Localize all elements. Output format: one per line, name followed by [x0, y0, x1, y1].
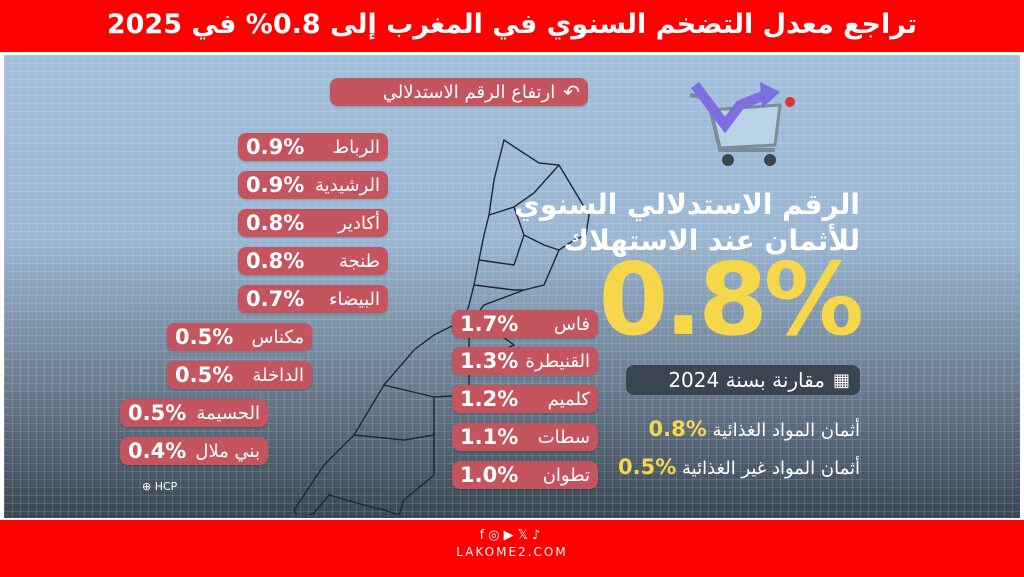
nonfood-prices-row: أثمان المواد غير الغذائية 0.5% — [618, 455, 860, 479]
return-arrow-icon: ↶ — [563, 80, 580, 104]
city-pill: طنجة 0.8% — [238, 247, 388, 275]
city-pill: فاس 1.7% — [452, 310, 598, 338]
city-pill: مكناس 0.5% — [167, 323, 312, 351]
tiktok-icon[interactable]: ♪ — [532, 528, 545, 543]
city-pill: القنيطرة 1.3% — [452, 347, 598, 375]
food-prices-row: أثمان المواد الغذائية 0.8% — [648, 417, 860, 441]
instagram-icon[interactable]: ◎ — [488, 528, 504, 543]
city-pill: الداخلة 0.5% — [167, 361, 312, 389]
shopping-cart-icon — [689, 82, 795, 166]
source-label: ⊕ HCP — [142, 480, 178, 493]
facebook-icon[interactable]: f — [479, 528, 489, 543]
city-pill: تطوان 1.0% — [452, 461, 598, 489]
city-pill: الرباط 0.9% — [238, 133, 388, 161]
page-title: تراجع معدل التضخم السنوي في المغرب إلى 0… — [0, 0, 1024, 52]
infographic-body: ↶ ارتفاع الرقم الاستدلالي الرباط 0.9% الر… — [4, 55, 1020, 518]
city-pill: الحسيمة 0.5% — [120, 399, 268, 427]
headline-inflation-value: 0.8% — [598, 241, 864, 358]
social-icons: f◎▶𝕏♪ — [0, 528, 1024, 543]
rise-label-pill: ↶ ارتفاع الرقم الاستدلالي — [330, 78, 588, 106]
city-pill: كلميم 1.2% — [452, 385, 598, 413]
youtube-icon[interactable]: ▶ — [503, 528, 518, 543]
city-pill: أكادير 0.8% — [238, 209, 388, 237]
city-pill: البيضاء 0.7% — [238, 285, 388, 313]
city-pill: سطات 1.1% — [452, 423, 598, 451]
city-pill: الرشيدية 0.9% — [238, 171, 388, 199]
city-pill: بني ملال 0.4% — [120, 437, 268, 465]
x-icon[interactable]: 𝕏 — [517, 528, 533, 543]
globe-icon: ⊕ — [142, 480, 152, 493]
footer: f◎▶𝕏♪ LAKOME2.COM — [0, 520, 1024, 577]
summary-title: الرقم الاستدلالي السنوي للأثمان عند الاس… — [514, 188, 860, 257]
calendar-icon: ▦ — [832, 369, 850, 391]
site-link[interactable]: LAKOME2.COM — [456, 545, 568, 559]
compare-pill: ▦ مقارنة بسنة 2024 — [626, 365, 860, 395]
